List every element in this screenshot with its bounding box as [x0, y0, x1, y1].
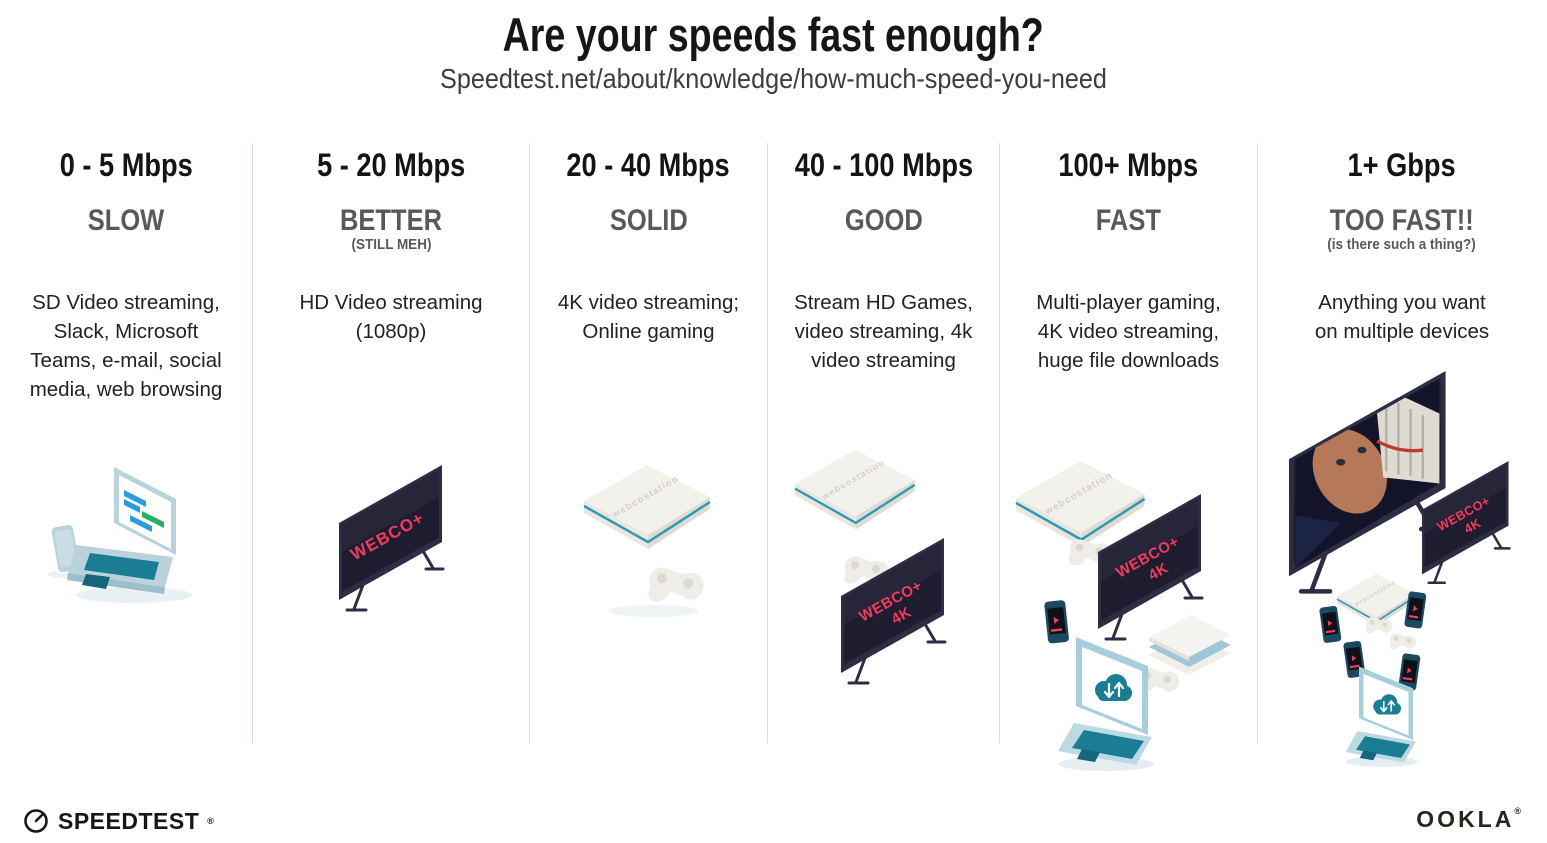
- page-title: Are your speeds fast enough?: [502, 8, 1045, 61]
- gigabit-devices-icon: WEBCO+ 4K webcostation: [1277, 365, 1511, 767]
- console-tv-illustration: webcostation WEBCO+ 4K: [779, 438, 989, 698]
- tv-icon: WEBCO+ 4K: [839, 536, 946, 685]
- console-tv-icon: webcostation WEBCO+ 4K: [793, 448, 946, 685]
- laptop-download-icon: [1058, 637, 1154, 771]
- tier-description: HD Video streaming (1080p): [299, 291, 483, 344]
- speed-column-1-plus-gbps: 1+ Gbps TOO FAST!! (is there such a thin…: [1258, 143, 1546, 757]
- phone-icon: [1319, 605, 1342, 644]
- speed-column-0-5-mbps: 0 - 5 Mbps SLOW SD Video streaming, Slac…: [0, 143, 252, 757]
- tier-description: SD Video streaming, Slack, Microsoft Tea…: [29, 291, 223, 402]
- laptop-chat-icon: [48, 467, 192, 603]
- ookla-wordmark: OOKLA: [1416, 806, 1515, 832]
- column-divider: [252, 143, 253, 743]
- tv-icon: WEBCO+: [337, 463, 445, 612]
- game-console-illustration: webcostation: [559, 449, 739, 639]
- column-divider: [999, 143, 1000, 743]
- registered-mark: ®: [207, 816, 214, 826]
- tier-label: SOLID: [609, 204, 688, 237]
- controller-icon: [1389, 633, 1417, 650]
- tier-label: FAST: [1095, 204, 1162, 237]
- console-icon: webcostation: [793, 448, 916, 531]
- console-icon: webcostation: [1014, 459, 1146, 549]
- tier-description: Stream HD Games, video streaming, 4k vid…: [794, 291, 973, 373]
- speed-range: 1+ Gbps: [1347, 147, 1457, 183]
- tier-description: Multi-player gaming, 4K video streaming,…: [1036, 291, 1221, 373]
- page-subtitle: Speedtest.net/about/knowledge/how-much-s…: [440, 62, 1107, 94]
- game-console-slab-icon: [1148, 615, 1231, 675]
- speed-range: 100+ Mbps: [1058, 147, 1199, 183]
- tv-icon: WEBCO+ 4K: [1420, 459, 1511, 585]
- speed-column-5-20-mbps: 5 - 20 Mbps BETTER (STILL MEH) HD Video …: [253, 143, 529, 757]
- tier-description: 4K video streaming; Online gaming: [557, 291, 740, 344]
- big-tv-icon: [1289, 371, 1447, 591]
- phone-icon: [1043, 599, 1069, 644]
- tier-description: Anything you want on multiple devices: [1314, 291, 1490, 344]
- ookla-logo: OOKLA ®: [1416, 806, 1521, 833]
- controller-icon: [647, 567, 704, 602]
- speed-column-100-plus-mbps: 100+ Mbps FAST Multi-player gaming, 4K v…: [1000, 143, 1257, 757]
- speed-range: 5 - 20 Mbps: [316, 147, 466, 183]
- tier-label: BETTER: [340, 204, 442, 237]
- multi-device-icon: webcostation WEBCO+ 4K: [1014, 459, 1231, 771]
- tier-label: TOO FAST!!: [1329, 204, 1475, 237]
- gauge-icon: [24, 809, 48, 833]
- laptop-icon: [67, 467, 176, 594]
- column-divider: [529, 143, 530, 743]
- column-divider: [767, 143, 768, 743]
- tier-label: GOOD: [844, 204, 923, 237]
- console-controller-icon: webcostation: [582, 463, 711, 617]
- registered-mark: ®: [1514, 806, 1521, 816]
- multi-device-illustration: webcostation WEBCO+ 4K: [1014, 439, 1244, 776]
- speed-columns: 0 - 5 Mbps SLOW SD Video streaming, Slac…: [0, 143, 1547, 757]
- laptop-phone-illustration: [26, 443, 226, 618]
- gigabit-devices-illustration: WEBCO+ 4K webcostation: [1277, 365, 1527, 772]
- speed-column-40-100-mbps: 40 - 100 Mbps GOOD Stream HD Games, vide…: [768, 143, 999, 757]
- header: Are your speeds fast enough? Speedtest.n…: [0, 0, 1547, 95]
- astronaut-video-still: [1295, 378, 1440, 569]
- tier-label: SLOW: [87, 204, 165, 237]
- console-icon: webcostation: [1336, 572, 1416, 627]
- console-icon: webcostation: [582, 463, 711, 551]
- speed-range: 0 - 5 Mbps: [59, 147, 193, 183]
- speedtest-wordmark: SPEEDTEST: [58, 807, 200, 834]
- speed-column-20-40-mbps: 20 - 40 Mbps SOLID 4K video streaming; O…: [530, 143, 767, 757]
- tier-note: (is there such a thing?): [1327, 236, 1477, 253]
- speed-range: 40 - 100 Mbps: [794, 147, 973, 183]
- hd-tv-illustration: WEBCO+: [301, 453, 481, 628]
- speedtest-logo: SPEEDTEST ®: [22, 807, 214, 835]
- speed-range: 20 - 40 Mbps: [566, 147, 731, 183]
- column-divider: [1257, 143, 1258, 743]
- chat-bubbles: [124, 490, 164, 532]
- controller-icon: [1365, 617, 1393, 634]
- tier-note: (STILL MEH): [350, 236, 431, 253]
- tv-icon: WEBCO+ 4K: [1096, 492, 1203, 641]
